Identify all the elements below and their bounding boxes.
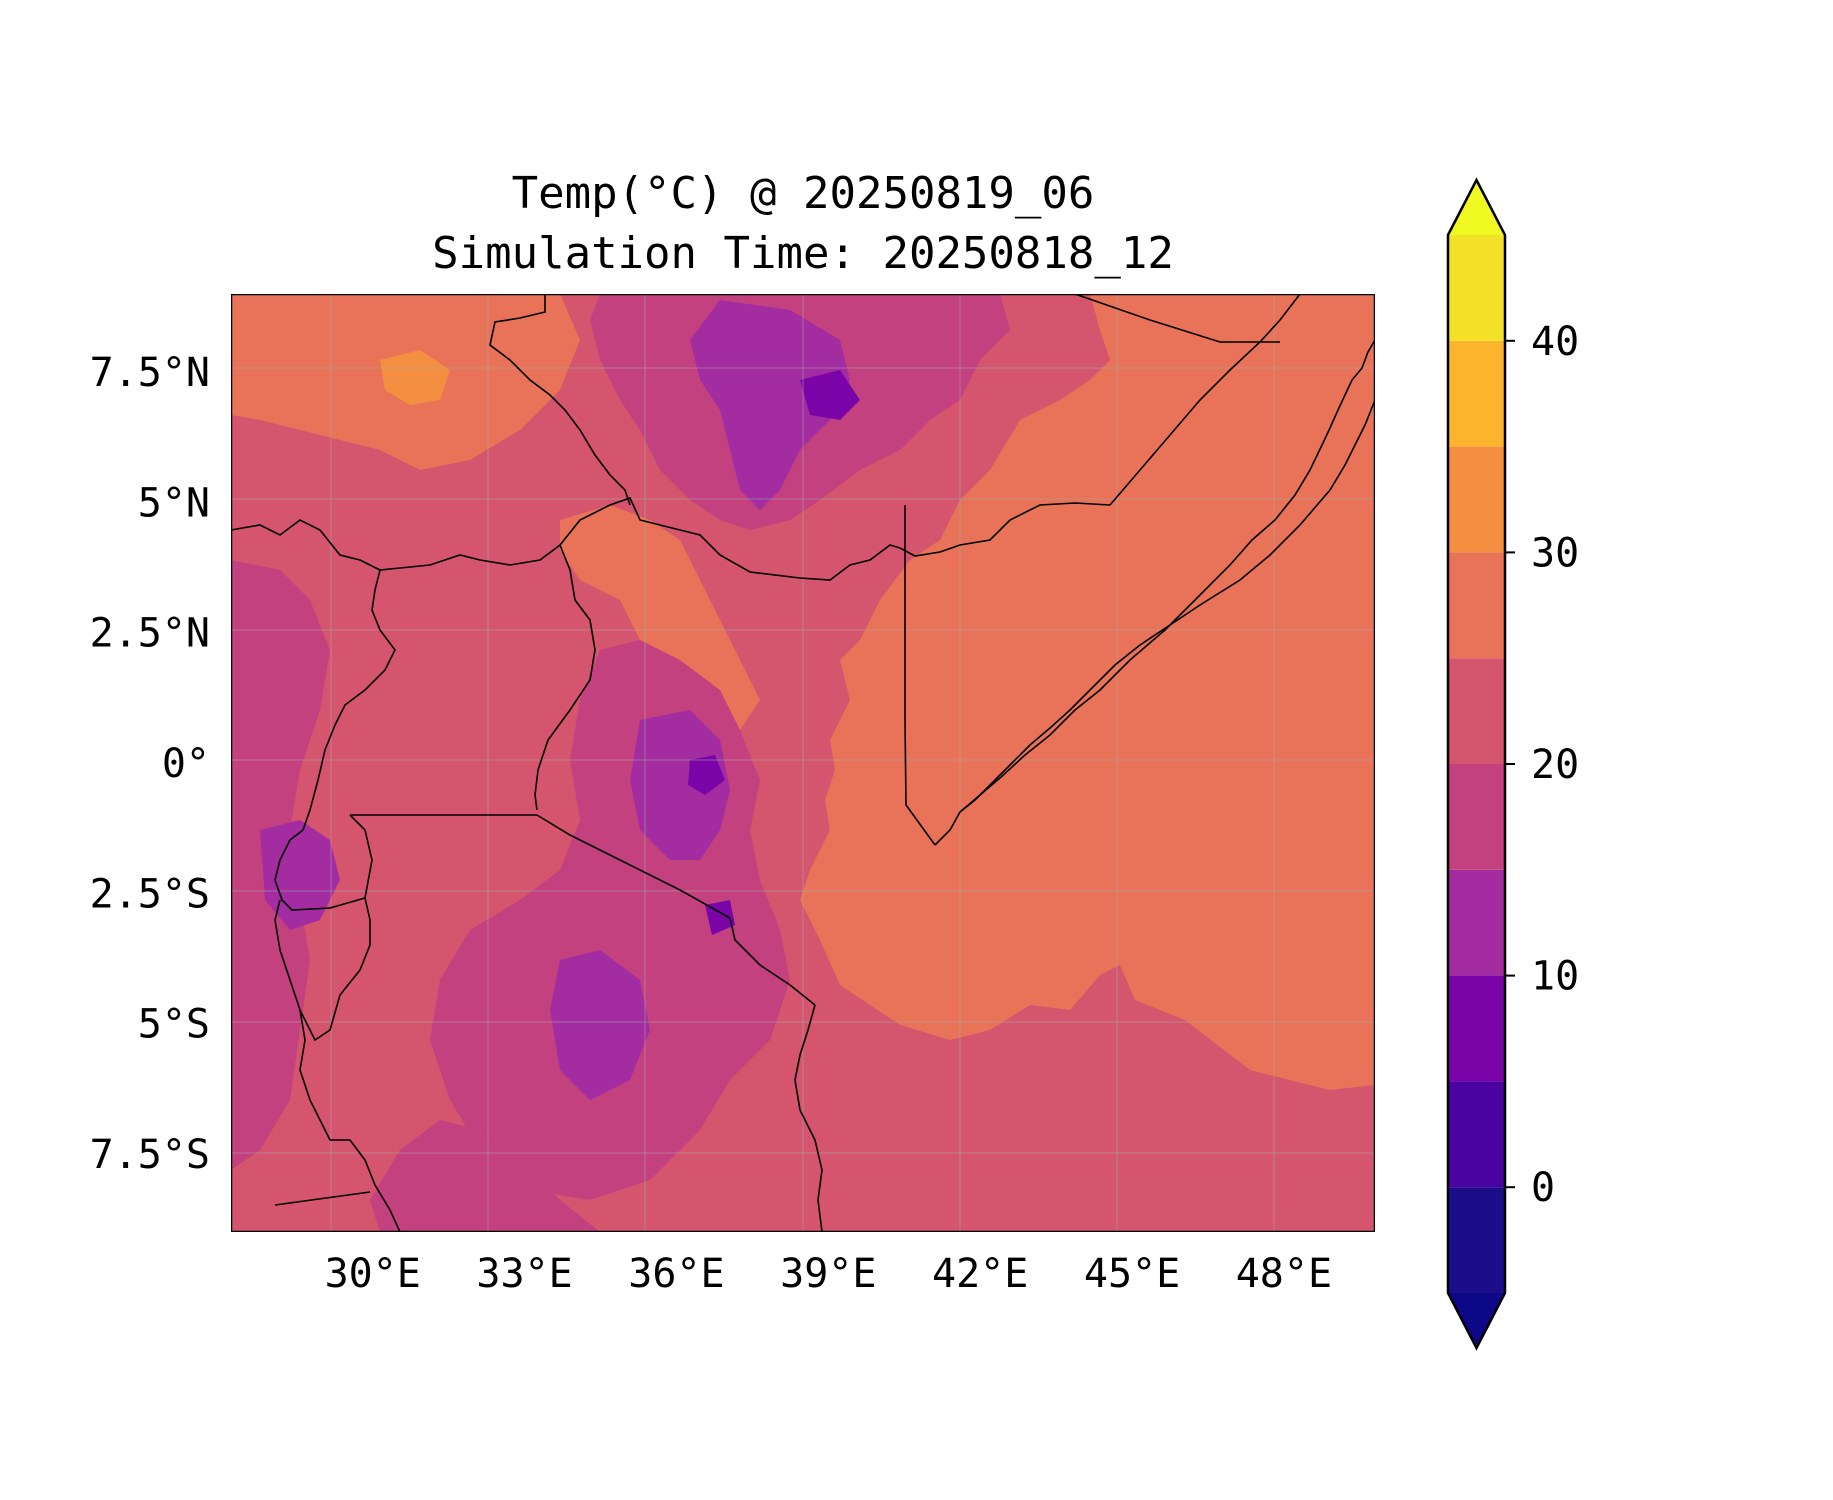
coastline	[794, 339, 1375, 1232]
longitude-tick-labels: 30°E 33°E 36°E 39°E 42°E 45°E 48°E	[325, 1251, 1332, 1297]
colorbar-segment	[1448, 658, 1505, 764]
coldest-kenyan-highlands	[630, 710, 730, 860]
colorbar-over-extension	[1448, 180, 1505, 235]
warm-patch-sudan	[380, 350, 450, 405]
gridlines	[231, 294, 1375, 1232]
lon-tick-label: 33°E	[476, 1251, 572, 1297]
coldest-peak-mt-kenya	[688, 755, 725, 795]
lat-tick-label: 7.5°S	[90, 1132, 210, 1178]
lat-tick-label: 7.5°N	[90, 350, 210, 396]
map-title-line1: Temp(°C) @ 20250819_06	[512, 168, 1095, 219]
lat-tick-label: 0°	[162, 741, 210, 787]
colorbar-segment	[1448, 1187, 1505, 1293]
coldest-peak-ethiopia	[800, 370, 860, 420]
colorbar-segment	[1448, 869, 1505, 976]
coldest-tanzania-highlands	[550, 950, 650, 1100]
lon-tick-label: 36°E	[628, 1251, 724, 1297]
lon-tick-label: 48°E	[1236, 1251, 1332, 1297]
lon-tick-label: 30°E	[325, 1251, 421, 1297]
colorbar-segment	[1448, 446, 1505, 553]
lat-tick-label: 2.5°N	[90, 611, 210, 657]
colorbar-segment	[1448, 340, 1505, 447]
colorbar-segment	[1448, 552, 1505, 659]
country-borders	[231, 294, 1301, 1232]
colorbar-tick-label: 10	[1531, 954, 1579, 1000]
latitude-tick-labels: 7.5°N 5°N 2.5°N 0° 2.5°S 5°S 7.5°S	[90, 350, 210, 1178]
lon-tick-label: 39°E	[780, 1251, 876, 1297]
lat-tick-label: 5°N	[138, 480, 210, 526]
colorbar-segment	[1448, 235, 1505, 341]
colorbar-outline	[1446, 177, 1507, 1351]
colorbar-segment	[1448, 975, 1505, 1082]
colorbar-segment	[1448, 764, 1505, 870]
cool-south-tanzania	[370, 1120, 600, 1232]
lat-tick-label: 5°S	[138, 1002, 210, 1048]
colorbar-tick-label: 20	[1531, 742, 1579, 788]
colorbar: 0 10 20 30 40	[1446, 177, 1579, 1351]
map-panel	[231, 294, 1375, 1232]
warm-turkana-field	[560, 505, 760, 730]
colorbar-segment	[1448, 1081, 1505, 1188]
colorbar-tick-label: 30	[1531, 530, 1579, 576]
colorbar-tick-label: 40	[1531, 319, 1579, 365]
lon-tick-label: 45°E	[1084, 1251, 1180, 1297]
colorbar-under-extension	[1448, 1293, 1505, 1348]
colorbar-tick-label: 0	[1531, 1165, 1555, 1211]
lat-tick-label: 2.5°S	[90, 871, 210, 917]
coldest-ethiopian-peaks	[690, 300, 850, 510]
map-title-line2: Simulation Time: 20250818_12	[432, 228, 1174, 279]
lon-tick-label: 42°E	[932, 1251, 1028, 1297]
